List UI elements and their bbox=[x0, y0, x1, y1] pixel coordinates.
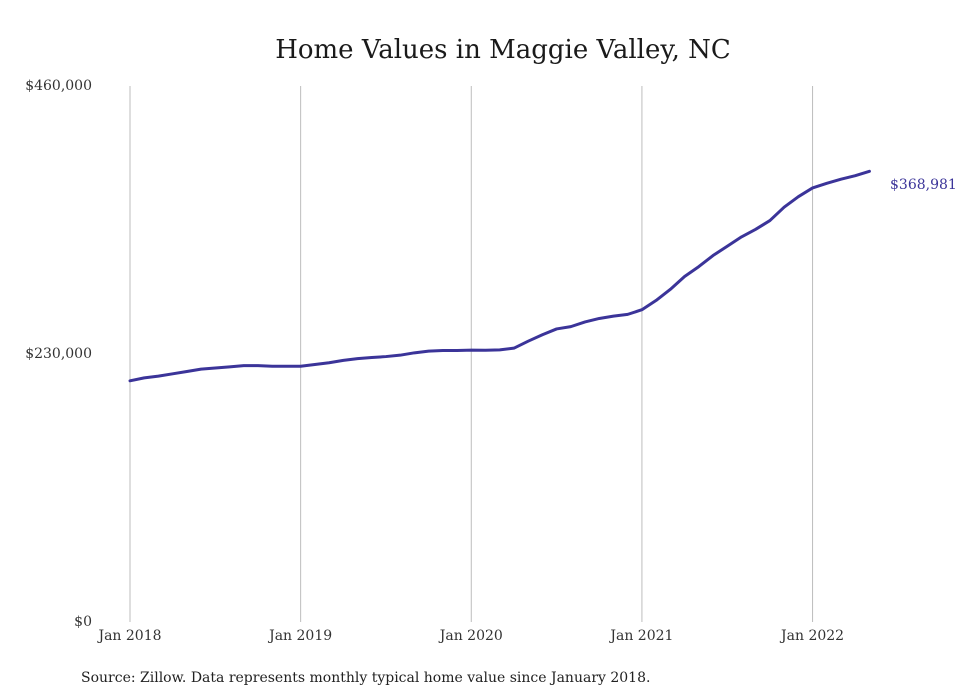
source-note: Source: Zillow. Data represents monthly … bbox=[81, 670, 650, 686]
y-tick-label: $460,000 bbox=[25, 78, 92, 94]
end-value-label: $368,981 bbox=[890, 177, 957, 193]
x-tick-label: Jan 2019 bbox=[267, 628, 332, 644]
chart-title: Home Values in Maggie Valley, NC bbox=[275, 35, 731, 65]
x-axis-ticks: Jan 2018 Jan 2019 Jan 2020 Jan 2021 Jan 2022 bbox=[96, 628, 844, 644]
series-layer bbox=[128, 169, 871, 383]
y-tick-label: $0 bbox=[74, 614, 92, 630]
x-tick-label: Jan 2018 bbox=[96, 628, 161, 644]
x-tick-label: Jan 2021 bbox=[608, 628, 673, 644]
y-tick-label: $230,000 bbox=[25, 346, 92, 362]
x-tick-label: Jan 2020 bbox=[438, 628, 503, 644]
gridlines bbox=[129, 86, 814, 622]
series-line-0 bbox=[128, 169, 871, 383]
y-axis-ticks: $0 $230,000 $460,000 bbox=[25, 78, 92, 630]
x-tick-label: Jan 2022 bbox=[779, 628, 844, 644]
